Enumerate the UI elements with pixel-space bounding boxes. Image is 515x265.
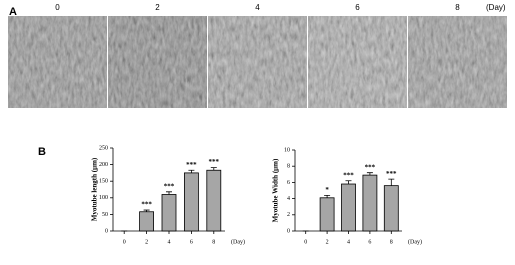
error-bar: [210, 167, 217, 171]
micrograph: [408, 16, 507, 108]
day-label: 8: [455, 3, 460, 12]
y-tick-label: 0: [287, 228, 290, 234]
y-tick-label: 8: [287, 164, 290, 170]
significance: ***: [365, 163, 376, 171]
error-bar: [324, 194, 331, 198]
error-bar: [166, 191, 172, 195]
y-tick-label: 250: [99, 145, 108, 151]
x-tick-label: 8: [390, 239, 393, 245]
y-tick-label: 50: [102, 212, 108, 218]
y-tick-label: 2: [287, 212, 290, 218]
x-tick-label: 4: [168, 239, 171, 245]
y-tick-label: 6: [287, 180, 290, 186]
day-label: 0: [55, 3, 60, 12]
x-tick-label: 0: [304, 239, 307, 245]
error-bar: [388, 178, 395, 186]
panel-label: A: [9, 6, 17, 18]
x-tick-label: 0: [123, 239, 126, 245]
significance: *: [325, 186, 329, 194]
significance: ***: [209, 158, 220, 166]
y-tick-label: 0: [105, 228, 108, 234]
day-label: 2: [155, 3, 160, 12]
x-tick-label: 2: [326, 239, 329, 245]
x-tick-label: 6: [190, 239, 193, 245]
panel-label: B: [38, 146, 46, 158]
y-tick-label: 4: [287, 196, 290, 202]
significance: ***: [186, 161, 197, 169]
x-unit: (Day): [231, 238, 245, 245]
day-unit: (Day): [486, 3, 506, 12]
bar: [319, 197, 335, 232]
y-tick-label: 150: [99, 179, 108, 185]
x-tick-label: 8: [212, 239, 215, 245]
error-bar: [143, 209, 150, 212]
x-tick-label: 4: [347, 239, 350, 245]
y-axis-label: Myotube Width (μm): [272, 158, 280, 222]
bar: [362, 174, 378, 232]
error-bar: [345, 180, 352, 185]
micrograph: [8, 16, 107, 108]
micrograph: [308, 16, 407, 108]
y-tick-label: 100: [99, 195, 108, 201]
error-bar: [188, 169, 195, 173]
day-label: 4: [255, 3, 260, 12]
y-tick-label: 200: [99, 162, 108, 168]
bar: [383, 185, 399, 232]
significance: ***: [141, 201, 152, 209]
bar: [161, 194, 177, 232]
significance: ***: [386, 170, 397, 178]
x-tick-label: 6: [368, 239, 371, 245]
micrograph: [208, 16, 307, 108]
y-axis-label: Myotube length (μm): [91, 157, 99, 221]
x-unit: (Day): [408, 238, 422, 245]
bar: [206, 169, 222, 232]
error-bar: [366, 172, 373, 176]
y-tick-label: 10: [284, 147, 290, 153]
significance: ***: [343, 171, 354, 179]
bar: [183, 172, 199, 232]
significance: ***: [164, 182, 175, 190]
day-label: 6: [355, 3, 360, 12]
bar: [341, 183, 356, 232]
micrograph: [108, 16, 207, 108]
bar: [139, 211, 155, 232]
x-tick-label: 2: [145, 239, 148, 245]
